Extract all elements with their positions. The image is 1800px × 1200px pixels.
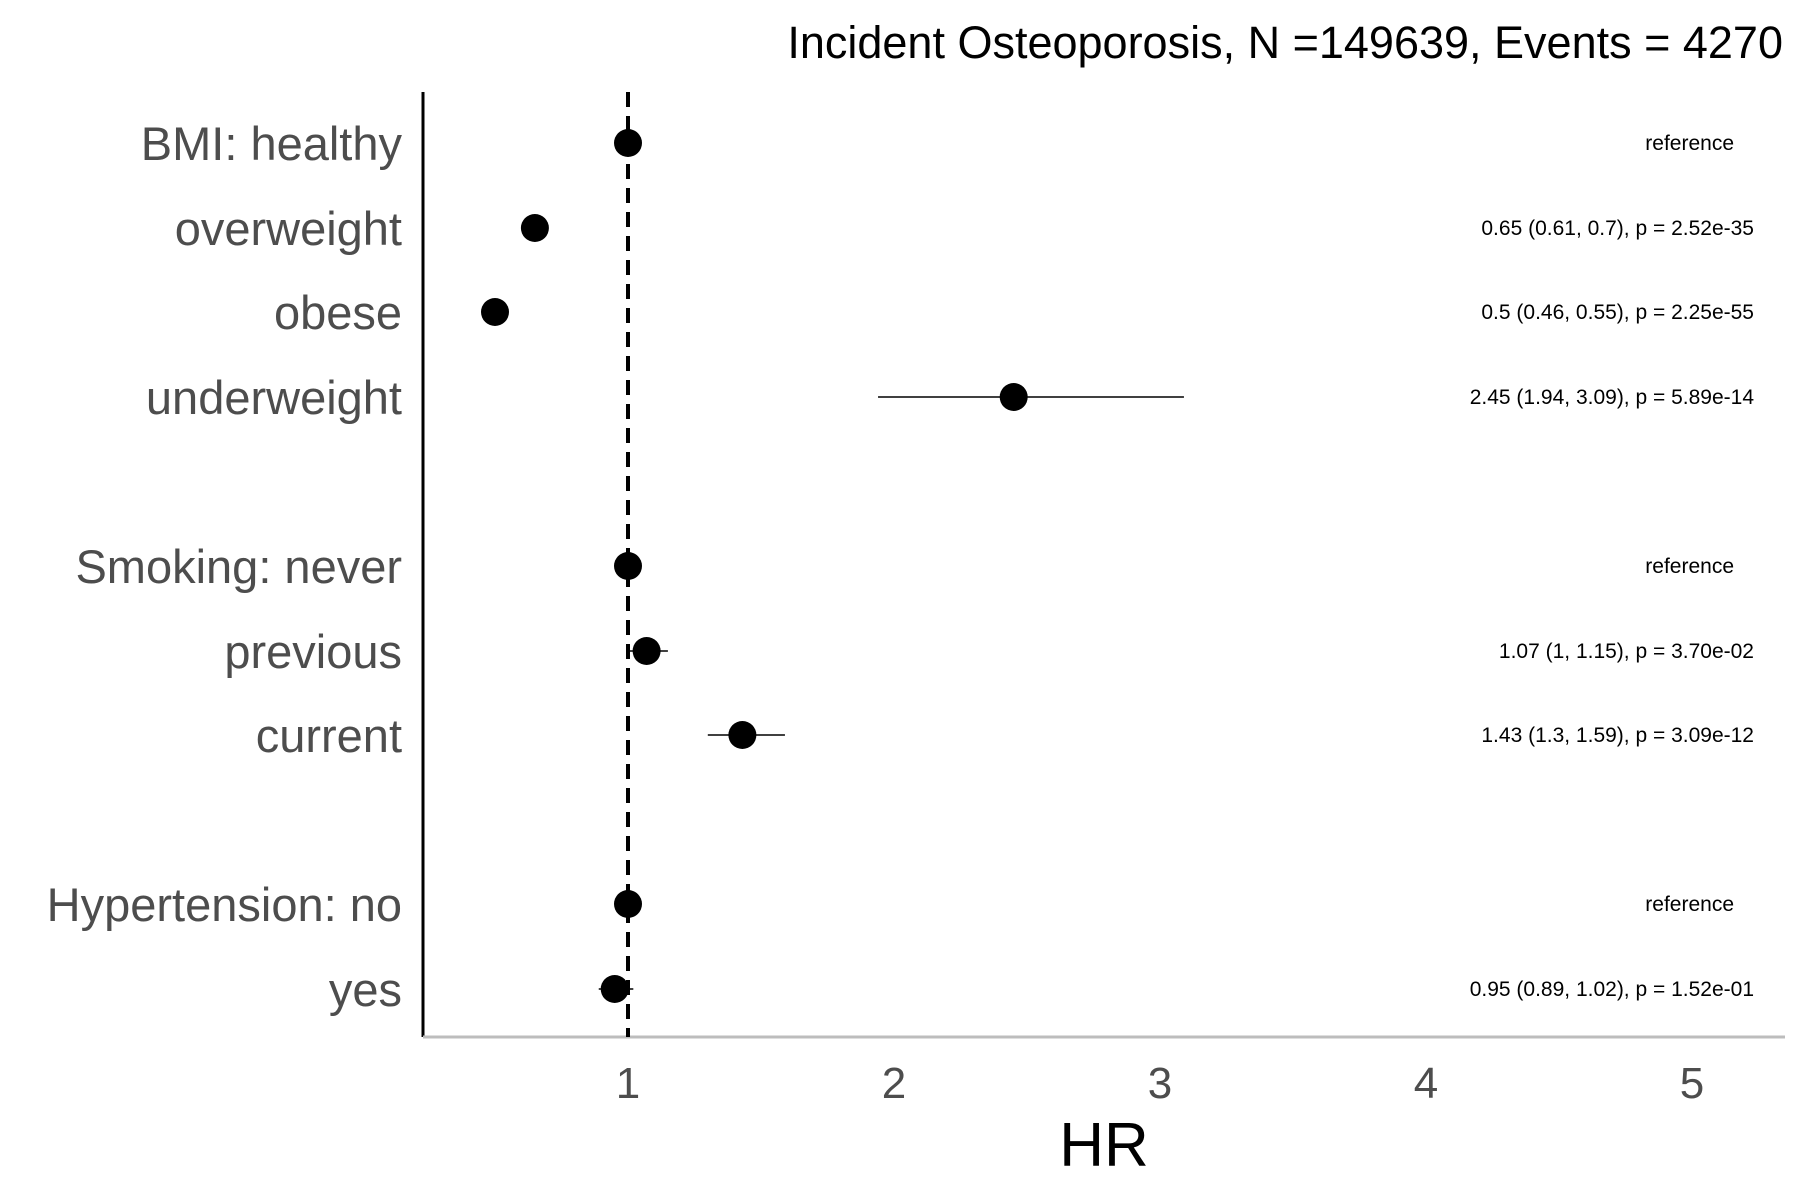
- row-label: current: [256, 709, 402, 762]
- hr-annotation: reference: [1645, 132, 1734, 155]
- hr-point: [728, 721, 757, 749]
- row-label: BMI: healthy: [141, 117, 403, 170]
- row-label: yes: [329, 963, 402, 1016]
- x-tick-label: 3: [1148, 1059, 1172, 1108]
- hr-point: [632, 637, 661, 665]
- x-tick-label: 4: [1414, 1059, 1438, 1108]
- row-label: previous: [224, 625, 402, 678]
- row-label: obese: [274, 286, 402, 339]
- chart-title: Incident Osteoporosis, N =149639, Events…: [787, 17, 1783, 68]
- hr-point: [481, 298, 509, 326]
- row-label: Smoking: never: [75, 540, 402, 593]
- hr-annotation: 0.65 (0.61, 0.7), p = 2.52e-35: [1481, 217, 1754, 240]
- hr-annotation: 1.43 (1.3, 1.59), p = 3.09e-12: [1481, 724, 1754, 747]
- hr-point: [520, 214, 549, 242]
- hr-point: [999, 383, 1028, 411]
- row-label: underweight: [146, 371, 402, 424]
- hr-point: [614, 552, 642, 580]
- row-label: Hypertension: no: [47, 878, 402, 931]
- row-label: overweight: [175, 202, 402, 255]
- chart-marks: 1 2 3 4 5 BMI: healthy reference overweight 0.65…: [47, 92, 1755, 1108]
- hr-point: [614, 129, 642, 157]
- hr-annotation: 0.5 (0.46, 0.55), p = 2.25e-55: [1481, 301, 1754, 324]
- x-axis-label: HR: [1059, 1111, 1149, 1180]
- hr-annotation: reference: [1645, 893, 1734, 916]
- x-tick-label: 5: [1680, 1059, 1704, 1108]
- x-tick-label: 2: [882, 1059, 906, 1108]
- hr-annotation: reference: [1645, 555, 1734, 578]
- hr-point: [600, 975, 629, 1003]
- hr-annotation: 2.45 (1.94, 3.09), p = 5.89e-14: [1470, 386, 1755, 409]
- hr-annotation: 1.07 (1, 1.15), p = 3.70e-02: [1499, 640, 1754, 663]
- x-tick-label: 1: [616, 1059, 640, 1108]
- hr-annotation: 0.95 (0.89, 1.02), p = 1.52e-01: [1470, 978, 1754, 1001]
- hr-point: [614, 890, 642, 918]
